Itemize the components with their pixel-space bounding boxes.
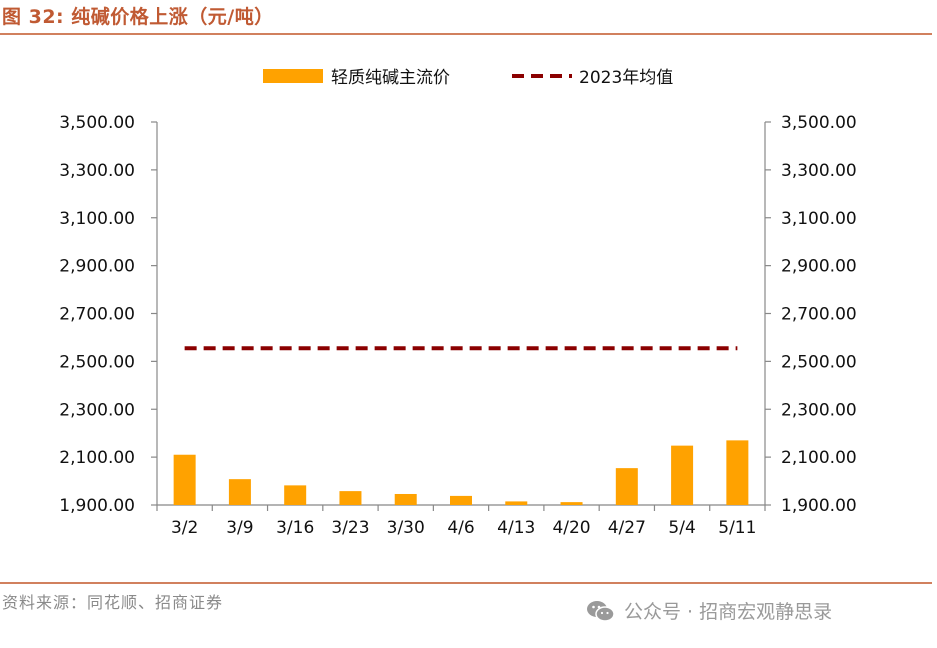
y-tick-label-left: 3,300.00 bbox=[59, 161, 135, 181]
axes: 1,900.00 1,900.00 2,100.00 2,100.00 2,300.00… bbox=[59, 113, 856, 516]
y-tick-label-right: 2,900.00 bbox=[781, 257, 857, 277]
bar bbox=[726, 440, 749, 505]
x-tick-label: 3/30 bbox=[387, 518, 425, 538]
chart-title: 图 32: 纯碱价格上涨（元/吨） bbox=[2, 6, 274, 28]
legend-label-bar: 轻质纯碱主流价 bbox=[331, 68, 450, 88]
y-tick-label-left: 2,300.00 bbox=[59, 400, 135, 420]
top-divider bbox=[0, 33, 932, 35]
x-tick-label: 4/6 bbox=[447, 518, 474, 538]
bar bbox=[228, 479, 251, 505]
y-tick-label-left: 2,900.00 bbox=[59, 257, 135, 277]
bar-chart: 轻质纯碱主流价 2023年均值 1,900.00 1,900.00 2,100.00 2… bbox=[59, 68, 856, 538]
y-tick-label-left: 2,500.00 bbox=[59, 352, 135, 372]
y-tick-label-left: 3,100.00 bbox=[59, 209, 135, 229]
legend-swatch-bar bbox=[263, 69, 323, 83]
x-tick-label: 5/11 bbox=[718, 518, 756, 538]
bar bbox=[671, 445, 694, 505]
watermark: 公众号 · 招商宏观静思录 bbox=[586, 597, 832, 624]
bar bbox=[450, 495, 472, 505]
x-tick-label: 5/4 bbox=[668, 518, 695, 538]
bars bbox=[173, 440, 749, 505]
legend: 轻质纯碱主流价 2023年均值 bbox=[263, 68, 673, 88]
bar bbox=[560, 502, 583, 505]
y-tick-label-right: 3,500.00 bbox=[781, 113, 857, 133]
x-tick-label: 4/27 bbox=[608, 518, 646, 538]
y-tick-label-left: 3,500.00 bbox=[59, 113, 135, 133]
bar bbox=[394, 493, 417, 505]
x-tick-label: 4/13 bbox=[497, 518, 535, 538]
y-tick-label-right: 2,100.00 bbox=[781, 448, 857, 468]
legend-label-line: 2023年均值 bbox=[579, 68, 673, 88]
y-tick-label-left: 2,100.00 bbox=[59, 448, 135, 468]
x-tick-label: 3/9 bbox=[226, 518, 253, 538]
bar bbox=[615, 468, 638, 505]
y-tick-label-right: 3,300.00 bbox=[781, 161, 857, 181]
x-tick-label: 3/2 bbox=[171, 518, 198, 538]
x-axis-labels: 3/2 3/9 3/16 3/23 3/30 4/6 4/13 4/20 4/27 5/4 5/11 bbox=[171, 518, 757, 538]
y-tick-label-left: 1,900.00 bbox=[59, 496, 135, 516]
bar bbox=[173, 454, 196, 505]
x-tick-label: 3/23 bbox=[331, 518, 369, 538]
y-tick-label-right: 3,100.00 bbox=[781, 209, 857, 229]
y-tick-label-right: 2,500.00 bbox=[781, 352, 857, 372]
y-tick-label-left: 2,700.00 bbox=[59, 305, 135, 325]
y-tick-label-right: 2,300.00 bbox=[781, 400, 857, 420]
watermark-text: 公众号 · 招商宏观静思录 bbox=[624, 601, 833, 623]
wechat-icon bbox=[587, 600, 615, 622]
bar bbox=[284, 485, 307, 505]
y-tick-label-right: 2,700.00 bbox=[781, 305, 857, 325]
x-tick-label: 4/20 bbox=[552, 518, 590, 538]
bottom-divider bbox=[0, 582, 932, 584]
source-note: 资料来源：同花顺、招商证券 bbox=[2, 593, 224, 612]
bar bbox=[339, 491, 362, 505]
y-tick-label-right: 1,900.00 bbox=[781, 496, 857, 516]
bar bbox=[505, 501, 528, 505]
x-tick-label: 3/16 bbox=[276, 518, 314, 538]
